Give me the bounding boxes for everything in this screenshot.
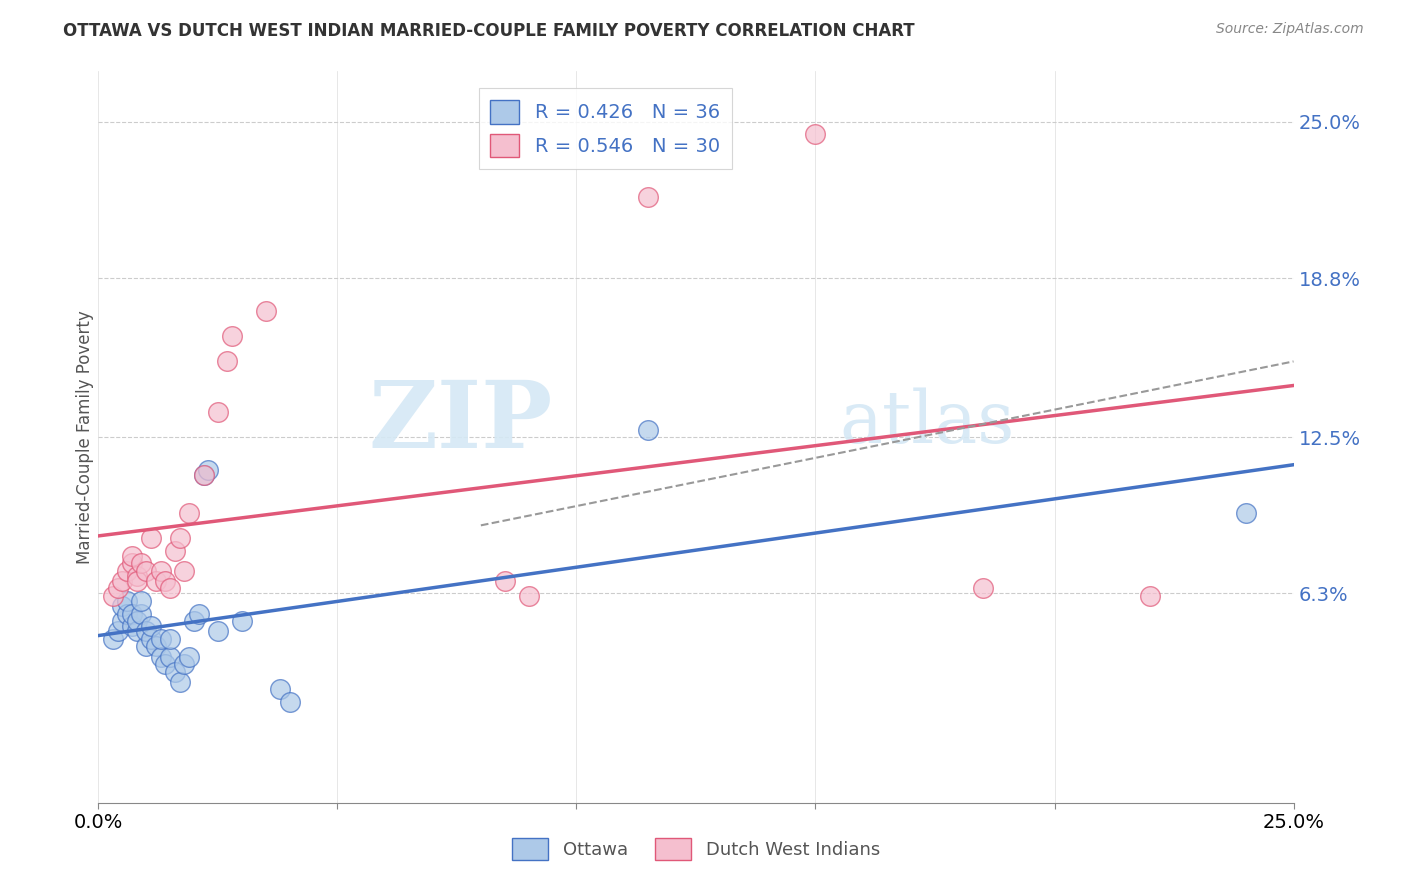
Point bbox=[804, 128, 827, 142]
Point bbox=[231, 614, 253, 628]
Text: Source: ZipAtlas.com: Source: ZipAtlas.com bbox=[1216, 22, 1364, 37]
Point bbox=[159, 649, 181, 664]
Point bbox=[179, 649, 201, 664]
Point bbox=[193, 467, 215, 482]
Text: atlas: atlas bbox=[839, 387, 1015, 458]
Point bbox=[163, 543, 186, 558]
Point bbox=[1139, 589, 1161, 603]
Point bbox=[135, 640, 157, 654]
Point bbox=[149, 632, 172, 646]
Point bbox=[637, 190, 659, 204]
Point bbox=[193, 467, 215, 482]
Point bbox=[121, 549, 143, 563]
Point bbox=[139, 531, 162, 545]
Point bbox=[217, 354, 239, 368]
Text: ZIP: ZIP bbox=[368, 377, 553, 467]
Point bbox=[972, 582, 994, 596]
Point bbox=[135, 624, 157, 639]
Point bbox=[135, 564, 157, 578]
Point bbox=[107, 582, 129, 596]
Point bbox=[131, 607, 153, 621]
Point bbox=[173, 564, 195, 578]
Point bbox=[131, 556, 153, 570]
Point bbox=[145, 574, 167, 588]
Point bbox=[125, 569, 148, 583]
Point bbox=[183, 614, 205, 628]
Point bbox=[169, 531, 191, 545]
Point bbox=[121, 619, 143, 633]
Point bbox=[173, 657, 195, 671]
Point bbox=[155, 574, 177, 588]
Point bbox=[101, 632, 124, 646]
Point bbox=[139, 632, 162, 646]
Point bbox=[125, 574, 148, 588]
Point bbox=[159, 582, 181, 596]
Point bbox=[111, 599, 134, 613]
Point bbox=[197, 463, 219, 477]
Point bbox=[115, 564, 138, 578]
Point bbox=[145, 640, 167, 654]
Point bbox=[207, 405, 229, 419]
Point bbox=[163, 665, 186, 679]
Point bbox=[149, 649, 172, 664]
Point bbox=[169, 674, 191, 689]
Point bbox=[254, 304, 277, 318]
Point bbox=[278, 695, 301, 709]
Point bbox=[207, 624, 229, 639]
Point bbox=[187, 607, 209, 621]
Point bbox=[517, 589, 540, 603]
Point bbox=[121, 607, 143, 621]
Text: OTTAWA VS DUTCH WEST INDIAN MARRIED-COUPLE FAMILY POVERTY CORRELATION CHART: OTTAWA VS DUTCH WEST INDIAN MARRIED-COUP… bbox=[63, 22, 915, 40]
Point bbox=[111, 574, 134, 588]
Point bbox=[121, 556, 143, 570]
Point bbox=[494, 574, 516, 588]
Point bbox=[125, 614, 148, 628]
Point bbox=[269, 682, 291, 697]
Point bbox=[107, 624, 129, 639]
Point bbox=[131, 594, 153, 608]
Point bbox=[221, 329, 243, 343]
Point bbox=[101, 589, 124, 603]
Y-axis label: Married-Couple Family Poverty: Married-Couple Family Poverty bbox=[76, 310, 94, 564]
Legend: Ottawa, Dutch West Indians: Ottawa, Dutch West Indians bbox=[505, 830, 887, 867]
Point bbox=[125, 624, 148, 639]
Point bbox=[155, 657, 177, 671]
Point bbox=[159, 632, 181, 646]
Point bbox=[637, 423, 659, 437]
Point bbox=[115, 594, 138, 608]
Point bbox=[111, 614, 134, 628]
Point bbox=[139, 619, 162, 633]
Point bbox=[1234, 506, 1257, 520]
Point bbox=[115, 607, 138, 621]
Point bbox=[179, 506, 201, 520]
Point bbox=[149, 564, 172, 578]
